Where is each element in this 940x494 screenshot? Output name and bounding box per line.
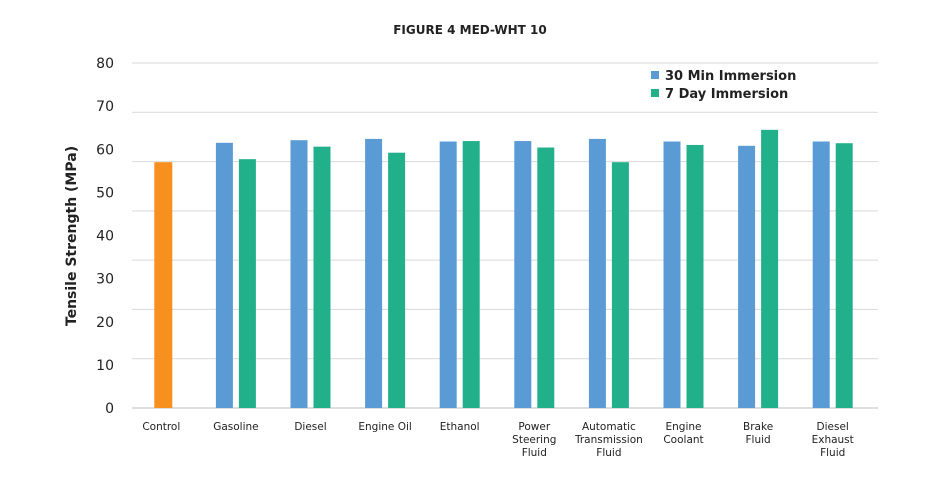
y-tick-label: 10 bbox=[96, 358, 114, 374]
bar-7day bbox=[313, 146, 331, 408]
bar-7day bbox=[238, 159, 256, 408]
bar-30min bbox=[365, 138, 383, 408]
x-tick-label: Ethanol bbox=[440, 421, 480, 433]
bar-7day bbox=[686, 144, 704, 408]
bar-7day bbox=[761, 129, 779, 408]
legend-label: 30 Min Immersion bbox=[665, 69, 796, 84]
x-tick-label: Engine Coolant bbox=[663, 421, 703, 446]
x-tick-label: Control bbox=[142, 421, 180, 433]
y-tick-label: 70 bbox=[96, 99, 114, 115]
legend-swatch bbox=[651, 71, 659, 79]
bar-30min bbox=[663, 141, 681, 409]
y-axis-label: Tensile Strength (MPa) bbox=[64, 146, 80, 326]
bar-7day bbox=[462, 141, 480, 408]
x-tick-label: Gasoline bbox=[213, 421, 258, 433]
y-tick-label: 0 bbox=[105, 401, 114, 417]
legend-swatch bbox=[651, 89, 659, 97]
chart-title: FIGURE 4 MED-WHT 10 bbox=[393, 23, 547, 37]
legend-label: 7 Day Immersion bbox=[665, 87, 788, 102]
bar-30min bbox=[588, 138, 606, 408]
y-tick-label: 80 bbox=[96, 56, 114, 72]
bar-7day bbox=[611, 162, 629, 408]
x-tick-label: Brake Fluid bbox=[743, 421, 773, 446]
y-tick-label: 40 bbox=[96, 229, 114, 245]
bar-7day bbox=[388, 152, 406, 408]
bar-control bbox=[154, 162, 173, 408]
y-tick-label: 20 bbox=[96, 315, 114, 331]
bar-30min bbox=[215, 142, 233, 408]
y-tick-label: 60 bbox=[96, 142, 114, 158]
bar-30min bbox=[812, 141, 830, 409]
bar-30min bbox=[738, 145, 756, 409]
x-tick-label: Engine Oil bbox=[358, 421, 411, 433]
y-tick-label: 50 bbox=[96, 185, 114, 201]
bar-7day bbox=[835, 143, 853, 408]
x-tick-label: Automatic Transmission Fluid bbox=[574, 421, 643, 459]
x-tick-label: Power Steering Fluid bbox=[512, 421, 556, 459]
bar-30min bbox=[514, 141, 532, 408]
bar-7day bbox=[537, 147, 555, 408]
x-tick-label: Diesel bbox=[294, 421, 326, 433]
x-tick-label: Diesel Exhaust Fluid bbox=[812, 421, 854, 459]
y-tick-label: 30 bbox=[96, 272, 114, 288]
bar-30min bbox=[439, 141, 457, 409]
bar-30min bbox=[290, 140, 308, 408]
